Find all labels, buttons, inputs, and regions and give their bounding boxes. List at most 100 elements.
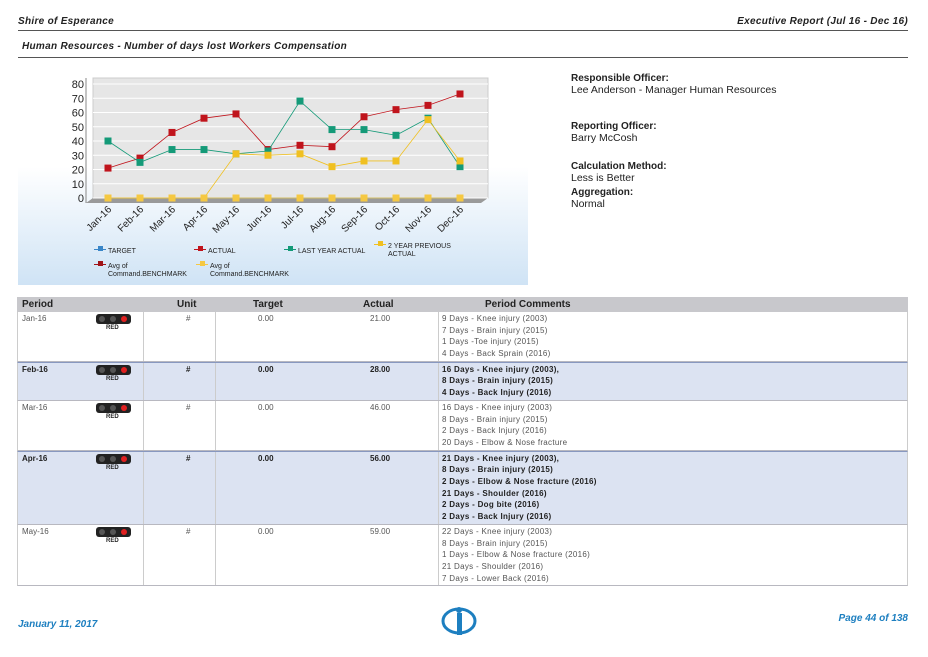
column-header: Actual: [363, 299, 394, 310]
lamp: [99, 455, 105, 462]
series-marker: [200, 114, 208, 122]
info-value: Normal: [571, 198, 605, 210]
series-marker: [328, 194, 336, 202]
comment: 21 Days - Shoulder (2016): [442, 488, 547, 498]
subtitle: Human Resources - Number of days lost Wo…: [22, 41, 348, 52]
lamp: [121, 455, 127, 462]
cell-divider: [438, 400, 439, 450]
comment: 9 Days - Knee injury (2003): [442, 314, 548, 323]
cell-divider: [438, 362, 439, 400]
rule: [18, 57, 908, 58]
column-header: Period: [22, 299, 54, 310]
y-tick-label: 80: [72, 79, 84, 91]
series-marker: [104, 137, 112, 145]
legend-item: 2 YEAR PREVIOUS ACTUAL: [374, 241, 478, 259]
info-value: Lee Anderson - Manager Human Resources: [571, 84, 777, 96]
y-tick-label: 30: [72, 150, 84, 162]
cell-divider: [438, 451, 439, 524]
info-item: Responsible Officer: Lee Anderson - Manag…: [571, 72, 776, 96]
period: Jan-16: [22, 314, 47, 323]
lamp: [121, 404, 127, 411]
series-marker: [360, 113, 368, 121]
info-label: Reporting Officer:: [571, 121, 657, 132]
series-marker: [392, 157, 400, 165]
lamp: [121, 366, 127, 373]
series-marker: [424, 194, 432, 202]
series-marker: [392, 106, 400, 114]
info-label: Calculation Method:: [571, 161, 667, 172]
table-header: Period Unit Target Actual Period Comments: [17, 297, 908, 312]
y-tick-label: 0: [78, 193, 84, 205]
comment: 4 Days - Back Injury (2016): [442, 388, 552, 398]
series-marker: [328, 163, 336, 171]
series-marker: [296, 194, 304, 202]
series-marker: [360, 194, 368, 202]
traffic-light: [96, 314, 131, 324]
y-tick-label: 10: [72, 179, 84, 191]
series-marker: [200, 194, 208, 202]
unit: #: [186, 402, 191, 412]
comment: 8 Days - Brain injury (2015): [442, 376, 554, 386]
unit: #: [186, 314, 191, 323]
actual: 28.00: [370, 364, 391, 374]
cell-divider: [215, 400, 216, 450]
x-tick-label: Jun-16: [245, 204, 275, 234]
comment: 22 Days - Knee injury (2003): [442, 526, 553, 536]
series-marker: [392, 194, 400, 202]
lamp: [99, 316, 105, 322]
series-marker: [424, 101, 432, 109]
cell-divider: [143, 524, 144, 586]
legend-swatch: [200, 261, 205, 266]
chart-panel: 0 10 20 30 40 50 60 70 80 Jan-16 Feb-16 Mar-16 Apr-1…: [18, 70, 528, 285]
target: 0.00: [258, 453, 274, 463]
x-tick-label: Dec-16: [436, 204, 467, 235]
table-row: Jan-16 RED #0.00 21.00 9 Days - Knee injury …: [17, 312, 908, 362]
info-label: Aggregation:: [571, 187, 634, 198]
info-item: Reporting Officer: Barry McCosh: [571, 120, 657, 144]
cell-divider: [143, 312, 144, 361]
series-marker: [232, 150, 240, 158]
series-line: [107, 93, 461, 169]
target: 0.00: [258, 314, 274, 323]
legend-label: TARGET: [108, 248, 136, 255]
x-tick-label: Apr-16: [181, 204, 210, 233]
status: RED: [106, 537, 119, 544]
y-tick-label: 70: [72, 93, 84, 105]
legend-swatch: [378, 241, 383, 246]
cell-divider: [215, 524, 216, 586]
legend-swatch: [288, 246, 293, 251]
x-tick-label: Feb-16: [116, 204, 146, 234]
series-marker: [264, 194, 272, 202]
target: 0.00: [258, 402, 274, 412]
lamp: [110, 455, 116, 462]
cell-divider: [215, 451, 216, 524]
org-name: Shire of Esperance: [18, 16, 114, 27]
traffic-light: [96, 402, 131, 413]
comment: 8 Days - Brain injury (2015): [442, 414, 548, 424]
info-value: Less is Better: [571, 172, 635, 184]
y-tick-label: 20: [72, 165, 84, 177]
table-row: Mar-16 RED #0.00 46.00 16 Days - Knee injury…: [17, 400, 908, 451]
y-tick-label: 40: [72, 136, 84, 148]
series-marker: [136, 158, 144, 166]
series-marker: [104, 164, 112, 172]
comment: 8 Days - Brain injury (2015): [442, 538, 548, 548]
period: Feb-16: [22, 364, 48, 374]
table-row: Apr-16 RED #0.00 56.00 21 Days - Knee injury…: [17, 450, 908, 525]
comment: 21 Days - Shoulder (2016): [442, 561, 544, 571]
plot-floor: [86, 198, 488, 203]
x-tick-label: Mar-16: [148, 204, 178, 234]
comment: 7 Days - Lower Back (2016): [442, 573, 549, 583]
series-marker: [232, 194, 240, 202]
status: RED: [106, 375, 119, 382]
legend-label: LAST YEAR ACTUAL: [298, 248, 366, 255]
chart: 0 10 20 30 40 50 60 70 80 Jan-16 Feb-16 Mar-16 Apr-1…: [72, 77, 489, 236]
unit: #: [186, 453, 191, 463]
target: 0.00: [258, 526, 274, 536]
series-marker: [136, 194, 144, 202]
legend-label: ACTUAL: [208, 248, 236, 255]
legend-label: Avg of Command.BENCHMARK: [108, 263, 187, 278]
series-marker: [296, 141, 304, 149]
comment: 21 Days - Knee injury (2003),: [442, 453, 560, 463]
